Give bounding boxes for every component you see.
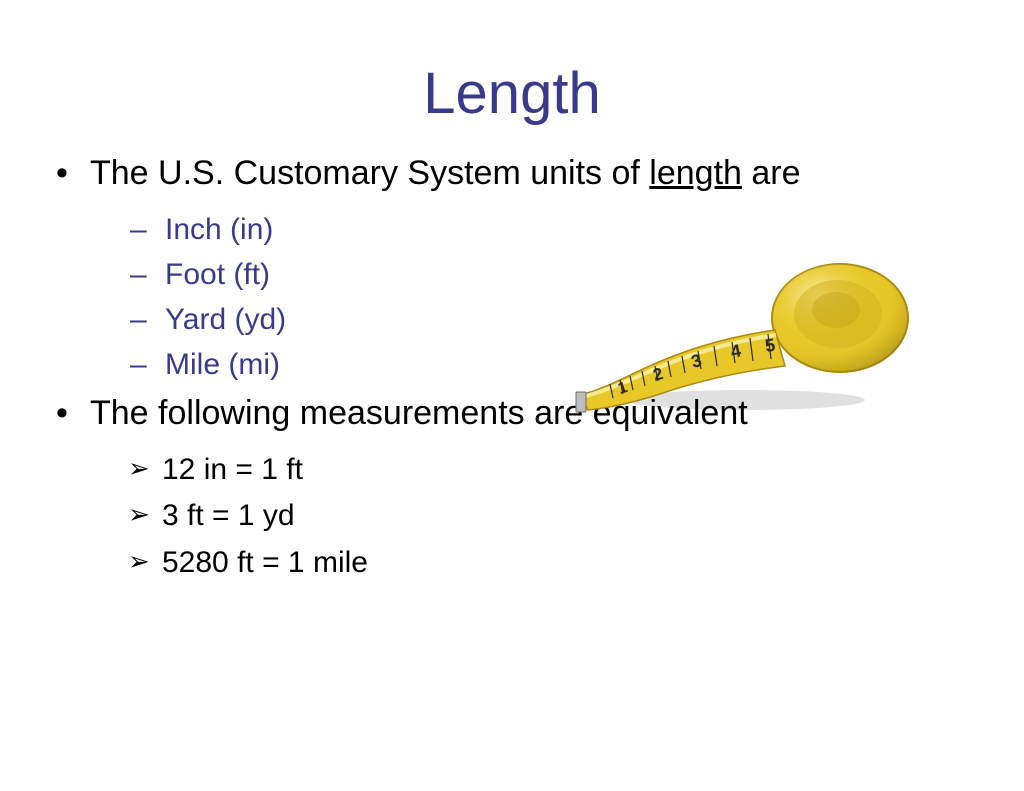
intro-prefix: The U.S. Customary System units of: [90, 154, 649, 192]
tape-roll: [772, 264, 908, 372]
equiv-label: 12 in = 1 ft: [162, 453, 303, 486]
equiv-item: 12 in = 1 ft: [50, 447, 974, 494]
unit-label: Inch (in): [165, 213, 273, 246]
unit-item: Inch (in): [50, 207, 974, 252]
slide: Length The U.S. Customary System units o…: [0, 0, 1024, 791]
equiv-label: 3 ft = 1 yd: [162, 499, 295, 532]
equiv-item: 3 ft = 1 yd: [50, 493, 974, 540]
unit-label: Foot (ft): [165, 258, 270, 291]
measuring-tape-icon: 1 2 3 4 5: [560, 250, 920, 420]
equiv-item: 5280 ft = 1 mile: [50, 540, 974, 587]
intro-line: The U.S. Customary System units of lengt…: [50, 151, 974, 197]
intro-underlined: length: [649, 154, 742, 192]
equiv-label: 5280 ft = 1 mile: [162, 546, 368, 579]
slide-title: Length: [0, 0, 1024, 147]
unit-label: Yard (yd): [165, 303, 286, 336]
unit-label: Mile (mi): [165, 348, 280, 381]
intro-suffix: are: [742, 154, 801, 192]
